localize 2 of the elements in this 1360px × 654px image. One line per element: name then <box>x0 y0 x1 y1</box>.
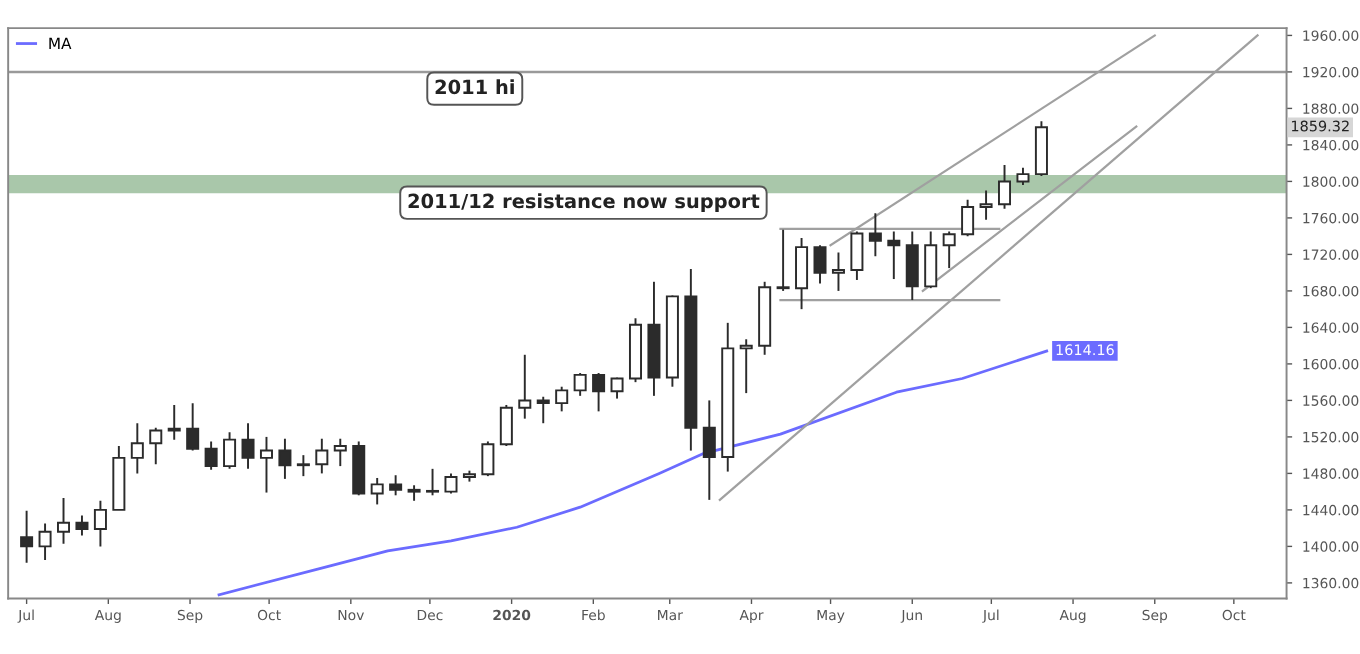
ref-line-label: 2011 hi <box>435 79 514 95</box>
band-label: 2011/12 resistance now support <box>408 193 760 213</box>
